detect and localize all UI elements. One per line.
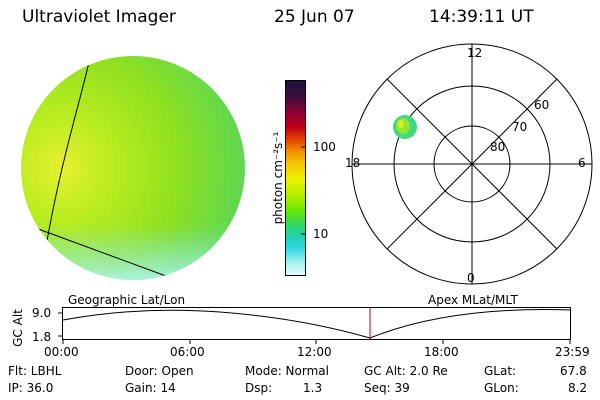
latitude-line <box>21 222 167 277</box>
timeline-y-tick-9: 9.0 <box>32 306 52 320</box>
mlt-label-12: 12 <box>467 46 483 60</box>
timeline-frame <box>62 307 571 340</box>
filter-info: Flt: LBHL <box>8 364 62 378</box>
gc-alt-curve <box>62 309 571 339</box>
header-time: 14:39:11 UT <box>429 7 534 27</box>
glon-value: 8.2 <box>568 381 588 395</box>
door-info: Door: Open <box>125 364 194 378</box>
uv-disc-limb <box>21 56 245 280</box>
gc-alt-info: GC Alt: 2.0 Re <box>364 364 448 378</box>
timeline-x-tick-0000: 00:00 <box>44 345 79 359</box>
timeline-left-label: Geographic Lat/Lon <box>68 293 186 307</box>
auroral-patch <box>393 115 417 139</box>
mlat-label-80: 80 <box>490 140 506 154</box>
timeline-x-tick-2359: 23:59 <box>555 345 590 359</box>
timeline-y-tick-1.8: 1.8 <box>32 330 52 344</box>
dsp-value: 1.3 <box>303 381 323 395</box>
glon-label: GLon: <box>484 381 519 395</box>
mlt-label-6: 6 <box>578 156 586 170</box>
timeline-right-label: Apex MLat/MLT <box>428 293 518 307</box>
mlt-label-18: 18 <box>345 156 361 170</box>
mlat-label-70: 70 <box>512 120 528 134</box>
mlt-label-0: 0 <box>467 271 475 285</box>
seq-info: Seq: 39 <box>364 381 410 395</box>
mode-info: Mode: Normal <box>245 364 329 378</box>
colorbar-tick-100: 100 <box>313 140 336 154</box>
colorbar <box>285 80 306 276</box>
glat-label: GLat: <box>484 364 517 378</box>
dsp-label: Dsp: <box>245 381 273 395</box>
header-date: 25 Jun 07 <box>274 7 355 27</box>
timeline-x-tick-1800: 18:00 <box>424 345 459 359</box>
timeline-x-tick-0600: 06:00 <box>170 345 205 359</box>
glat-value: 67.8 <box>560 364 587 378</box>
gain-info: Gain: 14 <box>125 381 176 395</box>
meridian-line <box>41 61 90 271</box>
colorbar-tick-10: 10 <box>313 227 329 241</box>
polar-diagonal-2 <box>386 78 558 250</box>
timeline-x-tick-1200: 12:00 <box>297 345 332 359</box>
imager-title: Ultraviolet Imager <box>22 7 176 27</box>
mlat-label-60: 60 <box>534 98 550 112</box>
ip-info: IP: 36.0 <box>8 381 54 395</box>
